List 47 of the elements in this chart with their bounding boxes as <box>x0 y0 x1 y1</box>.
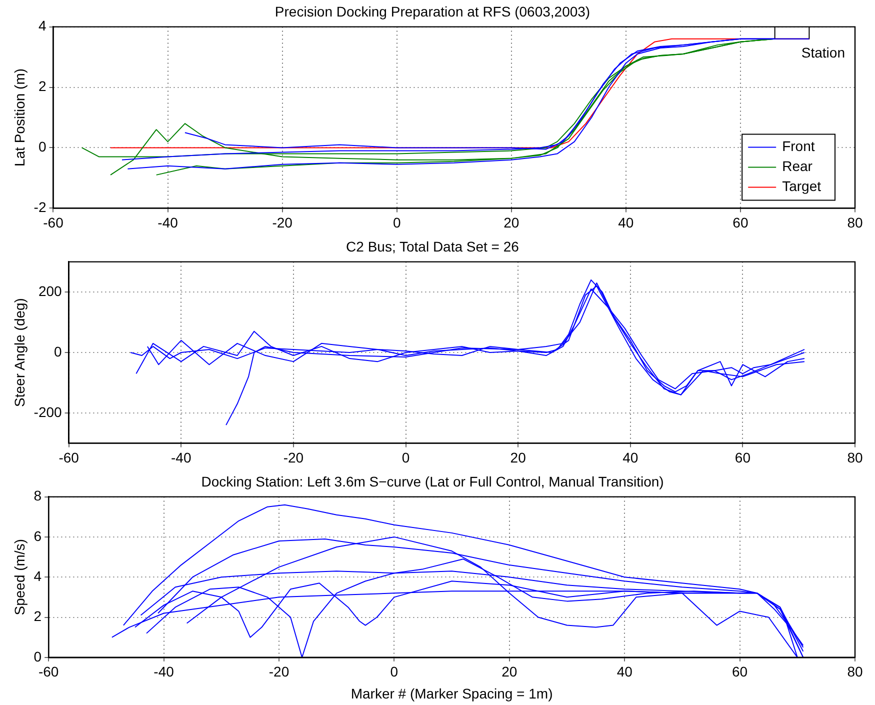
x-tick-label: -60 <box>58 449 80 466</box>
y-tick-label: 0 <box>54 343 62 360</box>
y-tick-label: -2 <box>34 199 46 216</box>
x-tick-label: 40 <box>618 214 634 230</box>
x-tick-label: 40 <box>616 664 633 680</box>
legend-label: Target <box>782 178 822 194</box>
x-tick-label: 0 <box>402 449 410 466</box>
annotation: Station <box>801 44 845 61</box>
x-tick-label: 20 <box>502 664 518 680</box>
x-tick-label: 20 <box>504 214 520 230</box>
x-tick-label: -40 <box>171 449 192 466</box>
x-tick-label: 60 <box>732 664 748 680</box>
x-tick-label: 20 <box>510 449 526 466</box>
x-tick-label: -40 <box>154 664 174 680</box>
y-tick-label: 0 <box>38 138 46 155</box>
chart-title: Precision Docking Preparation at RFS (0603,2003) <box>274 3 590 20</box>
x-tick-label: -20 <box>268 664 290 680</box>
x-tick-label: -20 <box>283 449 304 466</box>
y-tick-label: 2 <box>38 78 46 94</box>
x-tick-label: -40 <box>158 214 178 230</box>
x-tick-label: 0 <box>390 664 398 680</box>
y-tick-label: 4 <box>34 568 42 584</box>
x-tick-label: 80 <box>847 449 863 466</box>
x-tick-label: 80 <box>847 664 863 680</box>
y-axis-title: Steer Angle (deg) <box>11 298 28 407</box>
y-tick-label: 8 <box>34 488 42 504</box>
y-tick-label: -200 <box>34 404 62 420</box>
y-tick-label: 2 <box>34 608 42 624</box>
x-tick-label: 60 <box>732 214 748 230</box>
chart-title: Docking Station: Left 3.6m S−curve (Lat or Full Control, Manual Transition) <box>201 473 664 490</box>
y-tick-label: 4 <box>38 18 46 34</box>
y-tick-label: 200 <box>38 282 62 299</box>
y-axis-title: Speed (m/s) <box>11 538 28 616</box>
x-tick-label: 0 <box>392 214 401 230</box>
chart-title: C2 Bus; Total Data Set = 26 <box>346 238 520 254</box>
legend-label: Rear <box>782 158 813 174</box>
x-tick-label: 60 <box>734 449 751 466</box>
x-tick-label: 80 <box>847 214 863 230</box>
x-tick-label: -60 <box>38 664 59 680</box>
y-tick-label: 6 <box>34 528 42 544</box>
y-axis-title: Lat Position (m) <box>11 68 28 167</box>
x-tick-label: -60 <box>43 214 64 230</box>
legend-label: Front <box>782 138 815 154</box>
x-tick-label: -20 <box>272 214 293 230</box>
y-tick-label: 0 <box>34 648 42 664</box>
x-tick-label: 40 <box>622 449 638 466</box>
x-axis-title: Marker # (Marker Spacing = 1m) <box>350 685 553 702</box>
